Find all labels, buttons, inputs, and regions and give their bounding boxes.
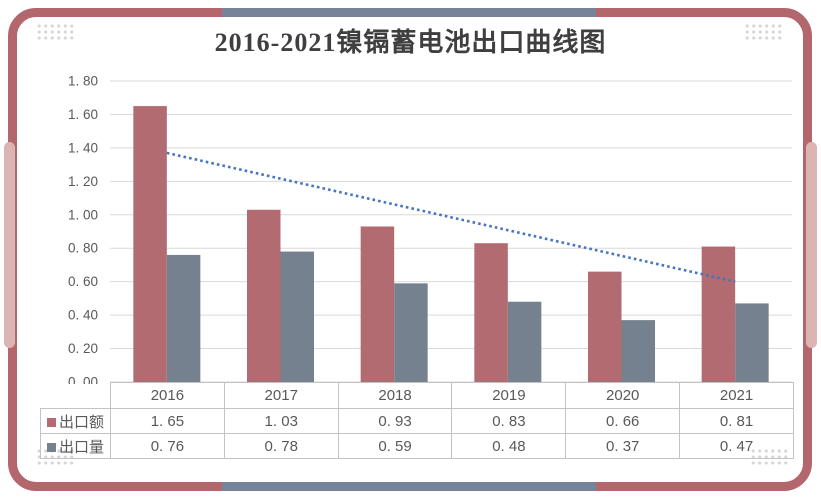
table-value-cell-2016: 0. 76 (110, 433, 225, 459)
bar-export-value-2017 (247, 209, 281, 382)
dot-grid-decoration (36, 23, 75, 40)
bar-export-value-2020 (588, 271, 622, 382)
table-value-cell-2017: 1. 03 (223, 408, 339, 434)
bar-chart-plot-area: 0. 00 0. 20 0. 40 0. 60 0. 80 1. 00 1. 20 1. 40… (40, 72, 796, 390)
top-accent-segment (222, 8, 596, 17)
chart-data-table: 2016 2017 2018 2019 2020 2021 出口额 1. 65 1. 03 0. … (40, 382, 794, 459)
table-value-cell-2019: 0. 83 (451, 408, 567, 434)
dot-grid-decoration (744, 23, 783, 40)
y-axis-tick-label: 1. 00 (68, 207, 98, 222)
table-header-year-2019: 2019 (451, 382, 567, 409)
table-value-cell-2019: 0. 48 (451, 433, 567, 459)
bar-export-volume-2019 (507, 301, 542, 382)
left-side-tab-decoration (4, 142, 15, 348)
y-axis-tick-label: 0. 80 (68, 241, 98, 256)
y-axis-tick-label: 1. 60 (68, 107, 98, 122)
right-side-tab-decoration (806, 142, 817, 348)
legend-cell-export-value: 出口额 (40, 408, 111, 434)
y-axis-tick-label: 1. 80 (68, 74, 98, 89)
table-value-cell-2020: 0. 37 (565, 433, 681, 459)
bar-export-value-2019 (474, 243, 508, 382)
table-value-cell-2017: 0. 78 (223, 433, 339, 459)
table-header-year-2016: 2016 (110, 382, 225, 409)
bar-chart-svg: 0. 000. 200. 400. 600. 801. 001. 201. 40… (68, 74, 792, 390)
table-header-row: 2016 2017 2018 2019 2020 2021 (41, 382, 794, 409)
legend-label: 出口量 (58, 438, 104, 456)
bar-export-volume-2018 (394, 283, 428, 382)
legend-marker-icon (46, 417, 56, 427)
y-axis-tick-label: 0. 40 (68, 308, 98, 323)
legend-marker-icon (46, 442, 56, 452)
table-header-year-2017: 2017 (223, 382, 339, 409)
table-header-year-2020: 2020 (565, 382, 681, 409)
table-header-year-2021: 2021 (679, 382, 794, 409)
table-header-year-2018: 2018 (337, 382, 453, 409)
bottom-accent-segment (222, 482, 596, 491)
bar-export-value-2016 (133, 106, 167, 383)
bar-export-volume-2016 (166, 254, 201, 382)
legend-cell-export-volume: 出口量 (40, 433, 111, 459)
y-axis-tick-label: 1. 20 (68, 174, 98, 189)
bar-export-value-2021 (701, 246, 736, 382)
table-row: 出口量 0. 76 0. 78 0. 59 0. 48 0. 37 0. 47 (40, 433, 794, 459)
y-axis-tick-label: 0. 20 (68, 341, 98, 356)
bar-export-volume-2020 (621, 320, 655, 382)
table-value-cell-2021: 0. 47 (679, 433, 794, 459)
bar-export-volume-2021 (735, 303, 769, 382)
table-row: 出口额 1. 65 1. 03 0. 93 0. 83 0. 66 0. 81 (40, 408, 794, 434)
trendline-dotted (166, 151, 736, 283)
chart-title: 2016-2021镍镉蓄电池出口曲线图 (214, 28, 607, 57)
legend-label: 出口额 (58, 413, 104, 431)
y-axis-tick-label: 0. 60 (68, 274, 98, 289)
table-value-cell-2021: 0. 81 (679, 408, 794, 434)
table-value-cell-2020: 0. 66 (565, 408, 681, 434)
y-axis-tick-label: 1. 40 (68, 140, 98, 155)
table-value-cell-2018: 0. 59 (337, 433, 453, 459)
bar-export-volume-2017 (280, 251, 314, 382)
table-corner-empty-cell (41, 383, 111, 409)
table-value-cell-2018: 0. 93 (337, 408, 453, 434)
table-value-cell-2016: 1. 65 (110, 408, 225, 434)
bar-export-value-2018 (360, 226, 395, 382)
